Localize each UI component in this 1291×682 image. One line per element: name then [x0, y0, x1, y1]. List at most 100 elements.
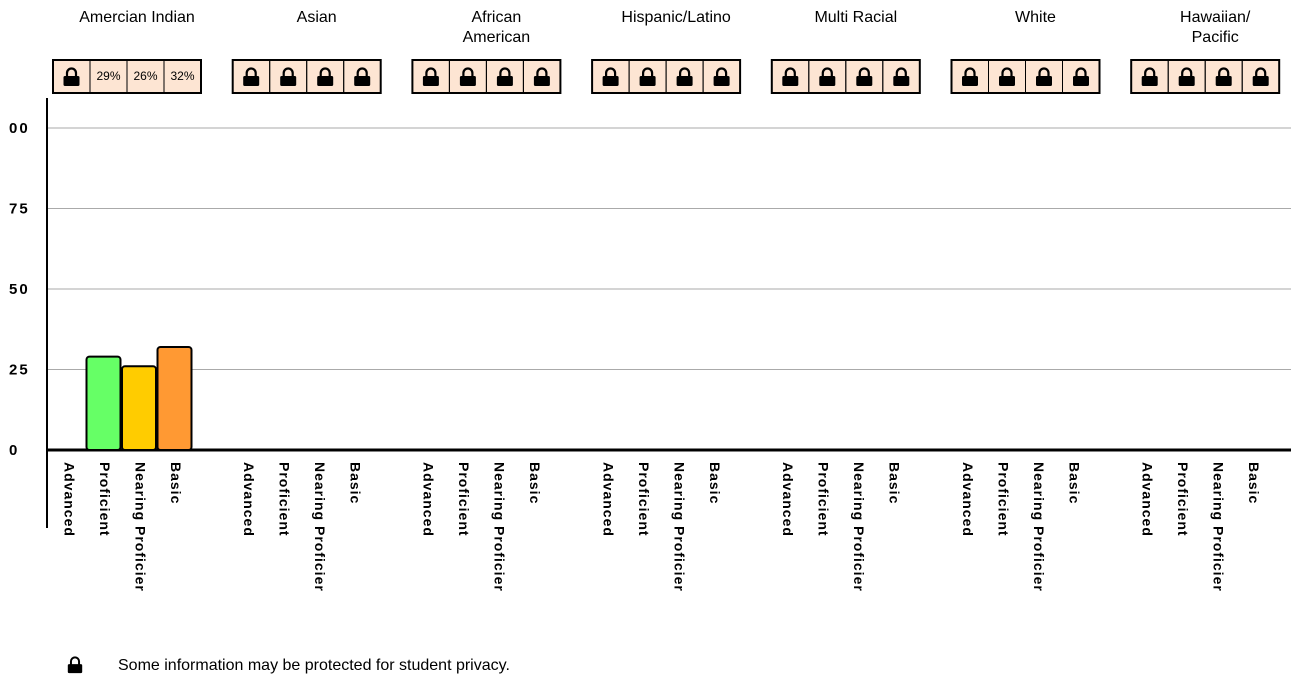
y-tick-label: 50 — [9, 281, 30, 298]
lock-icon — [895, 67, 907, 77]
bar — [85, 355, 122, 451]
x-tick-label: Proficient — [1175, 462, 1191, 537]
x-tick-label: Nearing Proficier — [851, 462, 867, 592]
value-label: 32% — [170, 69, 194, 83]
lock-icon — [1036, 76, 1052, 86]
group-label: African American — [462, 9, 531, 46]
x-tick-label: Proficient — [636, 462, 652, 537]
x-tick-label: Basic — [527, 462, 543, 504]
value-cell — [702, 59, 741, 94]
x-tick-label: Proficient — [995, 462, 1011, 537]
lock-icon — [422, 76, 439, 86]
lock-icon — [679, 67, 691, 77]
x-tick-label: Advanced — [960, 462, 976, 537]
lock-icon — [1181, 67, 1193, 77]
lock-icon — [67, 664, 83, 674]
lock-icon — [1178, 76, 1195, 86]
lock-icon — [280, 76, 297, 86]
value-cell — [343, 59, 382, 94]
lock-icon — [282, 67, 294, 77]
lock-icon — [499, 67, 511, 77]
x-tick-label: Basic — [168, 462, 184, 504]
x-tick-label: Nearing Proficier — [1031, 462, 1047, 592]
lock-icon — [676, 76, 693, 86]
lock-icon — [962, 76, 978, 86]
x-tick-label: Advanced — [600, 462, 616, 537]
group-label: Hispanic/Latino — [621, 9, 731, 26]
group-label: Multi Racial — [814, 9, 898, 26]
lock-icon — [65, 67, 78, 77]
bar — [121, 365, 157, 451]
x-tick-label: Advanced — [241, 462, 257, 537]
lock-icon — [69, 656, 81, 665]
lock-icon — [1141, 76, 1158, 86]
x-tick-label: Nearing Proficier — [671, 462, 687, 592]
value-cell — [163, 59, 202, 94]
lock-icon — [462, 67, 474, 77]
x-tick-label: Nearing Proficier — [132, 462, 148, 592]
x-tick-label: Advanced — [1139, 462, 1155, 537]
value-cell — [882, 59, 921, 94]
value-cell — [1062, 59, 1100, 94]
x-tick-label: Basic — [707, 462, 723, 504]
y-tick-label: 75 — [9, 200, 30, 217]
lock-icon — [1215, 76, 1232, 86]
x-tick-label: Advanced — [61, 462, 77, 537]
lock-icon — [602, 76, 619, 86]
lock-icon — [533, 76, 550, 86]
privacy-note: Some information may be protected for st… — [118, 657, 510, 674]
x-tick-label: Proficient — [97, 462, 113, 537]
lock-icon — [1255, 67, 1267, 77]
value-cell — [1241, 59, 1280, 94]
lock-icon — [999, 76, 1015, 86]
lock-icon — [536, 67, 548, 77]
value-cell — [522, 59, 561, 94]
x-tick-label: Proficient — [276, 462, 292, 537]
x-tick-label: Basic — [1066, 462, 1082, 504]
lock-icon — [243, 76, 260, 86]
lock-icon — [356, 67, 368, 77]
group-label: White — [1015, 9, 1056, 26]
lock-icon — [642, 67, 654, 77]
x-tick-label: Advanced — [780, 462, 796, 537]
x-tick-label: Advanced — [421, 462, 437, 537]
lock-icon — [63, 76, 80, 86]
lock-icon — [496, 76, 513, 86]
lock-icon — [1073, 76, 1089, 86]
x-tick-label: Basic — [1246, 462, 1262, 504]
lock-icon — [605, 67, 617, 77]
lock-icon — [1218, 67, 1230, 77]
lock-icon — [459, 76, 476, 86]
lock-icon — [245, 67, 257, 77]
value-label: 26% — [133, 69, 157, 83]
x-tick-label: Basic — [887, 462, 903, 504]
x-tick-label: Proficient — [456, 462, 472, 537]
lock-icon — [425, 67, 437, 77]
x-tick-label: Nearing Proficier — [312, 462, 328, 592]
lock-icon — [1001, 67, 1013, 77]
lock-icon — [713, 76, 730, 86]
x-tick-label: Nearing Proficier — [1210, 462, 1226, 592]
bar — [156, 345, 193, 451]
lock-icon — [1144, 67, 1156, 77]
lock-icon — [317, 76, 334, 86]
lock-icon — [354, 76, 371, 86]
y-tick-label: 0 — [9, 442, 19, 459]
lock-icon — [716, 67, 728, 77]
lock-icon — [821, 67, 833, 77]
lock-icon — [784, 67, 796, 77]
lock-icon — [819, 76, 836, 86]
lock-icon — [1038, 67, 1050, 77]
value-label: 29% — [96, 69, 120, 83]
lock-icon — [856, 76, 873, 86]
lock-icon — [964, 67, 976, 77]
group-label: Asian — [296, 9, 337, 26]
lock-icon — [319, 67, 331, 77]
lock-icon — [782, 76, 799, 86]
lock-icon — [893, 76, 910, 86]
lock-icon — [1075, 67, 1087, 77]
x-tick-label: Nearing Proficier — [492, 462, 508, 592]
y-tick-label: 25 — [9, 361, 30, 378]
